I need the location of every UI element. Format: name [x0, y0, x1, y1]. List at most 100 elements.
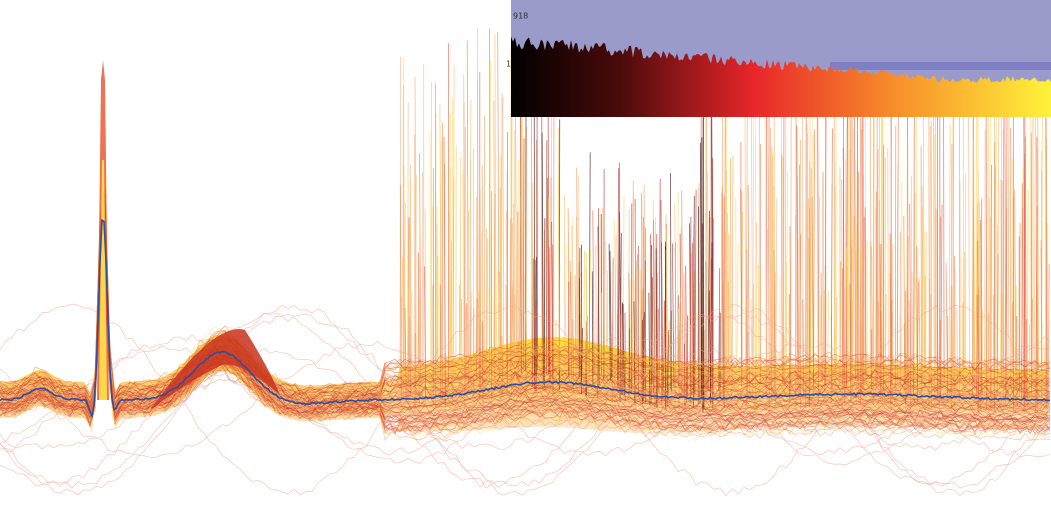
beat-trace: [0, 256, 1051, 435]
outlier-trace: [0, 344, 1051, 456]
outlier-trace: [0, 312, 1051, 489]
noise-spike: [614, 234, 617, 404]
noise-spike: [1022, 207, 1025, 414]
noise-spike: [927, 346, 930, 410]
noise-spike: [452, 65, 455, 404]
noise-spike: [655, 233, 658, 405]
beat-trace: [0, 251, 1051, 427]
beat-trace: [0, 177, 1051, 406]
noise-spike: [747, 184, 750, 402]
beat-trace: [0, 246, 1051, 431]
beat-trace: [0, 259, 1051, 432]
noise-spike: [911, 272, 914, 398]
noise-spike: [842, 147, 845, 404]
noise-spike: [1005, 92, 1008, 401]
noise-spike: [707, 210, 710, 392]
beat-trace: [0, 231, 1051, 399]
noise-spike: [820, 272, 823, 383]
noise-spike: [754, 99, 757, 410]
noise-spike: [775, 197, 778, 406]
beat-trace: [0, 264, 1051, 401]
outlier-trace: [0, 303, 1051, 496]
noise-spike: [525, 126, 528, 396]
noise-spike: [519, 214, 521, 385]
noise-spike: [1037, 105, 1039, 411]
noise-spike: [693, 237, 696, 394]
noise-spike: [674, 242, 676, 411]
noise-spike: [600, 292, 603, 385]
noise-spike: [418, 237, 421, 411]
beat-trace: [0, 300, 1051, 436]
beat-trace: [0, 264, 1051, 415]
noise-spike: [619, 307, 622, 378]
beat-trace: [0, 250, 1051, 435]
noise-spike: [424, 266, 426, 400]
noise-spike: [461, 299, 463, 394]
noise-spike: [672, 243, 675, 387]
noise-spike: [973, 139, 976, 389]
noise-spike: [632, 180, 634, 387]
noise-spike: [494, 34, 497, 385]
noise-spike: [915, 71, 918, 387]
noise-spike: [513, 203, 515, 392]
noise-spike: [804, 77, 807, 385]
beat-trace: [0, 255, 1051, 420]
noise-spike: [399, 184, 402, 399]
noise-spike: [785, 171, 788, 397]
noise-spike: [576, 167, 579, 369]
beat-trace: [0, 218, 1051, 402]
noise-spike: [877, 200, 880, 410]
beat-trace: [0, 193, 1051, 405]
noise-spike: [975, 202, 978, 386]
noise-spike: [628, 328, 630, 396]
beat-trace: [0, 241, 1051, 431]
noise-spike: [745, 77, 748, 412]
noise-spike: [877, 301, 880, 383]
noise-spike: [1000, 179, 1003, 390]
noise-spike: [990, 164, 992, 408]
beat-trace: [0, 222, 1051, 402]
noise-spike: [577, 175, 580, 376]
noise-spike: [588, 246, 591, 375]
noise-spike: [1020, 308, 1023, 390]
noise-spike: [764, 74, 767, 399]
noise-spike: [660, 200, 663, 406]
noise-spike: [557, 174, 560, 370]
noise-spike: [403, 165, 405, 388]
noise-spike: [976, 294, 979, 412]
inset-band: [830, 62, 1051, 70]
noise-spike: [770, 127, 772, 400]
noise-spike: [417, 324, 419, 403]
noise-spike: [781, 154, 783, 384]
beat-trace: [0, 289, 1051, 433]
noise-spike: [681, 190, 684, 397]
noise-spike: [605, 241, 608, 404]
beat-trace: [0, 236, 1051, 425]
noise-spike: [692, 195, 695, 408]
beat-trace: [0, 191, 1051, 405]
noise-spike: [1047, 263, 1050, 408]
noise-spike: [925, 231, 927, 390]
noise-spike: [768, 70, 771, 386]
noise-spike: [633, 301, 636, 406]
noise-spike: [952, 86, 955, 407]
beat-trace: [0, 248, 1051, 421]
noise-spike: [907, 96, 909, 397]
density-traces: [0, 23, 1051, 497]
noise-spike: [894, 125, 897, 393]
noise-spike: [996, 320, 998, 394]
noise-spike: [973, 209, 975, 391]
beat-trace: [0, 212, 1051, 433]
noise-spike: [611, 257, 614, 403]
noise-spike: [750, 299, 753, 397]
noise-spike: [592, 210, 595, 377]
noise-spike: [887, 148, 889, 406]
noise-spike: [635, 254, 638, 387]
beat-trace: [0, 259, 1051, 423]
noise-spike: [408, 179, 411, 409]
noise-spike: [913, 63, 915, 397]
noise-spike: [429, 132, 432, 413]
inset-min-label: 1: [506, 60, 511, 69]
beat-trace: [0, 252, 1051, 424]
noise-spike: [968, 103, 970, 403]
